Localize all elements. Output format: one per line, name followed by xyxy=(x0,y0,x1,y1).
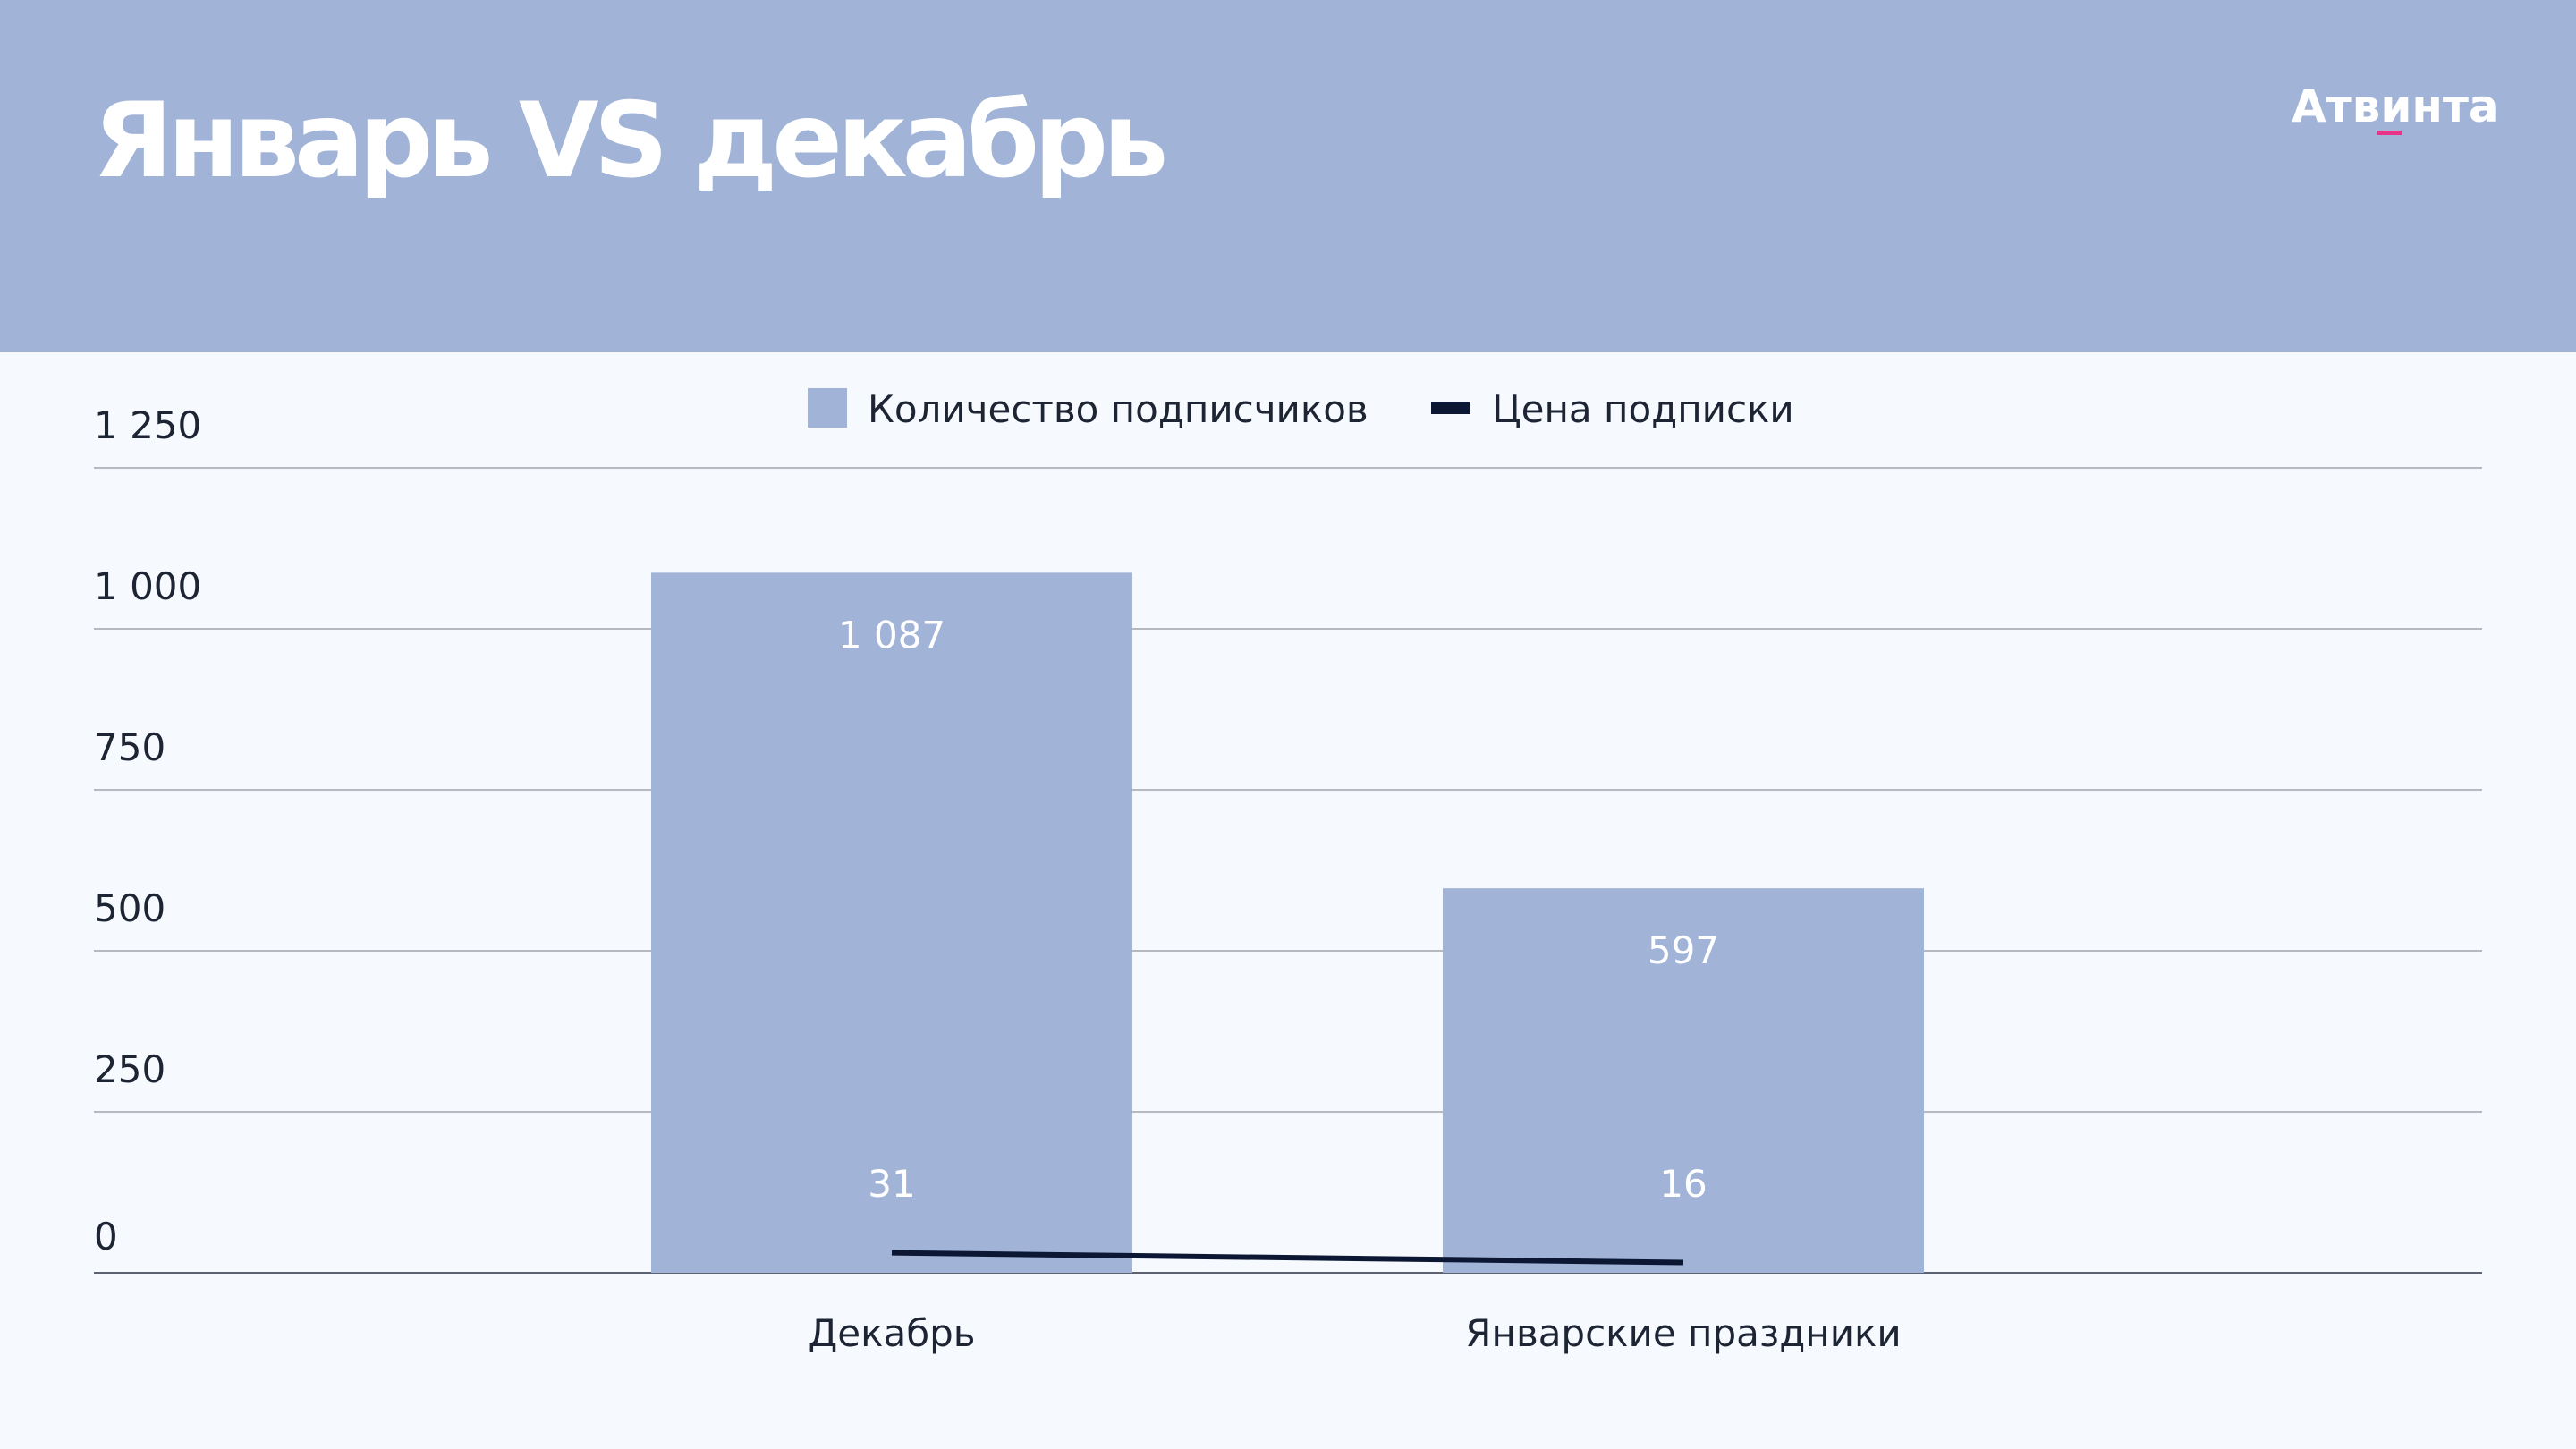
line-value-label: 31 xyxy=(868,1162,915,1206)
legend-label-line: Цена подписки xyxy=(1492,387,1794,431)
logo-accent-mark xyxy=(2377,131,2402,135)
x-category-label: Январские праздники xyxy=(1465,1311,1901,1355)
bar-value-label: 597 xyxy=(1648,928,1719,972)
y-tick-label: 750 xyxy=(94,725,165,769)
legend-label-bar: Количество подписчиков xyxy=(868,387,1368,431)
legend-swatch-line xyxy=(1431,402,1470,414)
page-title: Январь VS декабрь xyxy=(93,80,1168,201)
bar-value-label: 1 087 xyxy=(838,613,945,657)
header-banner xyxy=(0,0,2576,352)
y-tick-label: 500 xyxy=(94,886,165,930)
y-tick-label: 1 250 xyxy=(94,403,201,447)
brand-logo: Атвинта xyxy=(2292,80,2499,132)
legend-swatch-bar xyxy=(808,388,847,428)
y-tick-label: 250 xyxy=(94,1047,165,1091)
line-value-label: 16 xyxy=(1659,1162,1707,1206)
x-category-label: Декабрь xyxy=(808,1311,975,1355)
price-line xyxy=(891,1250,1684,1266)
bar xyxy=(651,572,1132,1273)
y-tick-label: 0 xyxy=(94,1215,118,1258)
y-tick-label: 1 000 xyxy=(94,564,201,608)
bar xyxy=(1443,888,1924,1273)
